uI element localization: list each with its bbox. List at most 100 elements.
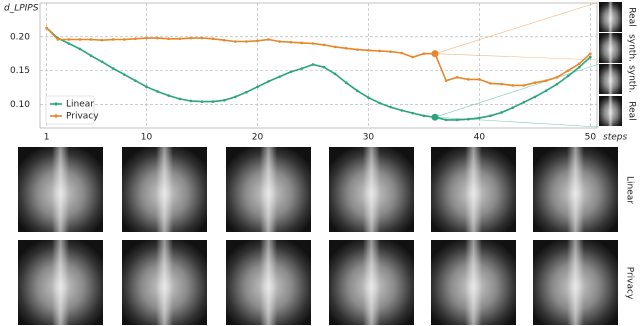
data-point — [411, 55, 415, 59]
data-point — [111, 67, 115, 70]
data-point — [344, 81, 348, 85]
thumbnail-label: synth. — [627, 65, 637, 93]
xray-spine — [52, 240, 69, 325]
xray-spine — [465, 147, 482, 232]
x-tick-label: 1 — [44, 133, 50, 143]
data-point — [544, 89, 548, 93]
data-point — [256, 85, 259, 89]
legend-label: Linear — [66, 100, 94, 110]
data-point — [400, 109, 404, 112]
data-point — [444, 79, 448, 83]
data-point — [245, 90, 248, 94]
data-point — [466, 78, 470, 81]
thumbnail-spine — [608, 64, 613, 94]
xray-spine — [156, 147, 173, 232]
data-point — [389, 50, 392, 53]
data-point — [222, 98, 226, 102]
data-point — [566, 74, 570, 78]
data-point — [566, 69, 570, 72]
thumbnail-spine — [608, 33, 613, 63]
data-point — [111, 38, 115, 41]
y-tick-label: 0.20 — [10, 32, 30, 42]
data-point — [489, 114, 492, 118]
data-point — [300, 67, 304, 70]
data-point — [178, 97, 182, 101]
data-point — [422, 114, 426, 118]
data-point — [56, 38, 60, 41]
data-point — [333, 72, 337, 76]
data-point — [511, 84, 514, 87]
data-point — [45, 26, 48, 30]
data-point — [200, 100, 204, 103]
x-axis-label: steps — [603, 133, 627, 143]
data-point — [466, 117, 470, 121]
data-point — [577, 65, 581, 69]
data-point — [89, 54, 93, 58]
xray-spine — [260, 240, 277, 325]
data-point — [311, 63, 315, 66]
xray-spine — [363, 240, 380, 325]
data-point — [123, 38, 126, 41]
data-point — [289, 70, 293, 74]
data-point — [555, 82, 559, 86]
data-point — [233, 95, 237, 99]
data-point — [256, 39, 259, 43]
y-tick-label: 0.10 — [10, 100, 30, 110]
data-point — [267, 80, 270, 83]
connector-line — [434, 1, 600, 54]
data-point — [145, 85, 148, 89]
data-point — [245, 40, 248, 43]
thumbnail-label: Real — [627, 101, 637, 120]
data-point — [411, 111, 415, 115]
data-point — [156, 90, 159, 93]
data-point — [67, 38, 71, 41]
data-point — [500, 111, 503, 114]
data-point — [589, 52, 592, 55]
thumbnail-spine — [608, 2, 613, 32]
xray-spine — [567, 147, 584, 232]
data-point — [322, 65, 326, 69]
data-point — [378, 101, 381, 105]
data-point — [211, 37, 215, 41]
data-point — [431, 50, 439, 58]
data-point — [134, 37, 137, 41]
xray-spine — [156, 240, 173, 325]
data-point — [344, 46, 348, 50]
data-point — [500, 82, 503, 86]
xray-spine — [363, 147, 380, 232]
series-line — [46, 27, 591, 121]
data-point — [167, 37, 171, 41]
legend-swatch — [54, 114, 58, 118]
data-point — [289, 40, 293, 44]
legend-label: Privacy — [66, 112, 99, 122]
data-point — [555, 76, 559, 79]
data-point — [356, 48, 359, 51]
xray-spine — [567, 240, 584, 325]
data-point — [400, 51, 404, 55]
data-point — [389, 105, 392, 109]
thumbnail-label: Real — [627, 7, 637, 26]
x-tick-label: 10 — [141, 133, 153, 143]
data-point — [178, 37, 182, 41]
connector-line — [434, 116, 600, 128]
data-point — [278, 40, 281, 43]
data-point — [156, 36, 159, 40]
data-point — [455, 118, 459, 122]
thumbnail-label: synth. — [627, 34, 637, 62]
data-point — [444, 118, 448, 122]
data-point — [511, 106, 514, 110]
data-point — [189, 36, 193, 40]
y-axis-label: d_LPIPS — [4, 4, 39, 14]
thumbnail-spine — [608, 96, 613, 126]
row-label: Privacy — [625, 267, 635, 300]
data-point — [67, 42, 71, 45]
data-point — [455, 76, 459, 79]
xray-spine — [465, 240, 482, 325]
data-point — [322, 43, 326, 47]
data-point — [145, 36, 148, 40]
y-tick-label: 0.15 — [10, 66, 30, 76]
data-point — [422, 52, 426, 55]
series-line — [46, 27, 591, 87]
data-point — [78, 47, 82, 51]
x-tick-label: 40 — [474, 133, 486, 143]
